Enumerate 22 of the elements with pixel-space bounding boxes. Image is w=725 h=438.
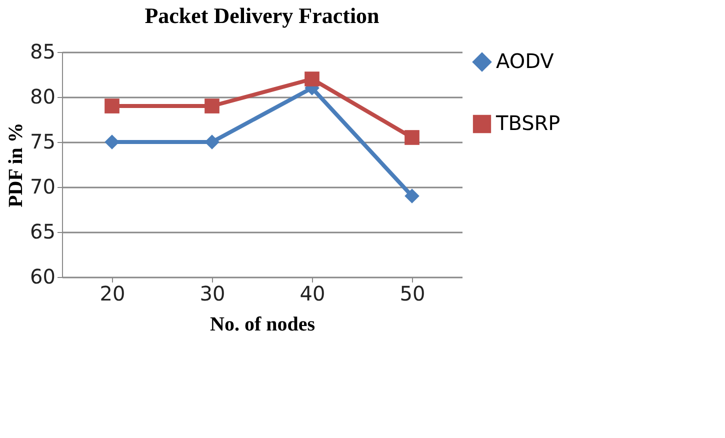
y-tick-label: 60: [30, 264, 56, 288]
legend-label: TBSRP: [495, 111, 560, 135]
legend-label: AODV: [496, 49, 554, 73]
point: [104, 98, 120, 114]
point: [404, 130, 420, 145]
point: [104, 134, 120, 150]
y-tick-label: 75: [30, 130, 56, 154]
point: [204, 134, 220, 150]
x-tick-label: 50: [400, 282, 426, 306]
y-axis-title: PDF in %: [5, 122, 28, 208]
y-tick-label: 85: [30, 40, 56, 64]
y-tick-label: 80: [30, 84, 56, 108]
point: [204, 98, 220, 114]
chart-title: Packet Delivery Fraction: [144, 3, 380, 28]
y-tick-label: 70: [30, 174, 56, 198]
point: [404, 188, 420, 204]
x-tick-label: 20: [100, 282, 126, 306]
x-tick-label: 30: [200, 282, 226, 306]
y-tick-label: 65: [30, 220, 56, 244]
x-tick-label: 40: [300, 282, 326, 306]
point: [304, 72, 320, 86]
x-axis-title: No. of nodes: [210, 314, 316, 336]
